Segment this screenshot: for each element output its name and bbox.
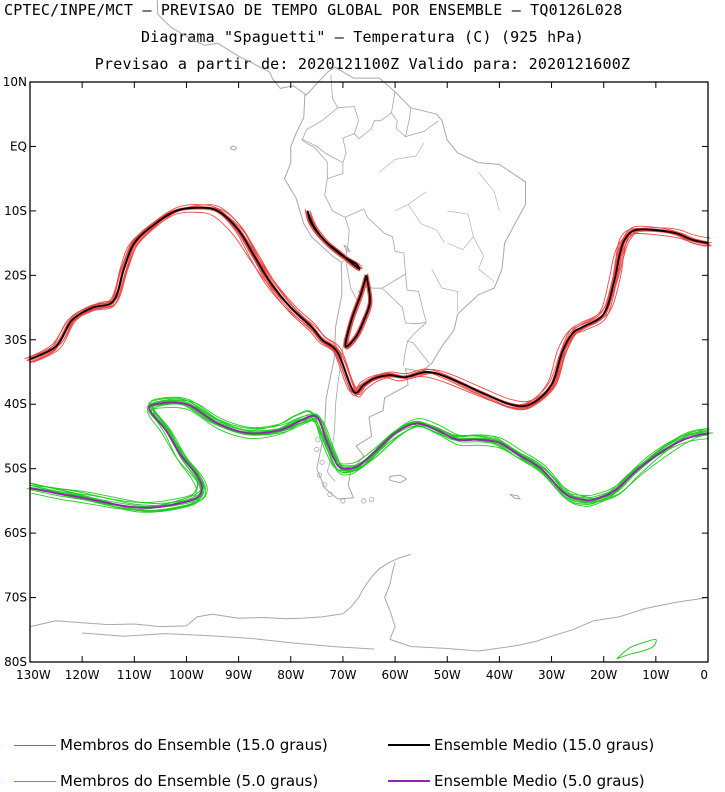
x-tick-label: 20W <box>590 668 617 682</box>
y-tick-label: 10S <box>4 204 27 218</box>
legend-item-mean-5: Ensemble Medio (5.0 graus) <box>388 772 645 790</box>
x-tick-label: 50W <box>434 668 461 682</box>
island-outline <box>314 446 320 452</box>
x-tick-label: 30W <box>538 668 565 682</box>
members-5-layer <box>26 396 713 660</box>
island-outline <box>316 472 323 478</box>
country-border <box>301 138 350 260</box>
island-outline <box>319 459 325 465</box>
ensemble-mean-15-andes-line <box>344 275 371 348</box>
island-outline <box>340 498 346 504</box>
state-border <box>379 143 425 173</box>
weddell-sea-coast-outline <box>384 561 709 652</box>
y-tick-label: 50S <box>4 462 27 476</box>
coastline-layer <box>29 0 709 652</box>
ensemble-mean-5-line <box>29 401 709 509</box>
lake-titicaca-outline <box>343 244 351 252</box>
x-tick-label: 70W <box>329 668 356 682</box>
chart-title-line-3: Previsao a partir de: 2020121100Z Valido… <box>94 55 631 73</box>
member-5-line <box>29 397 707 512</box>
ensemble-means-layer <box>29 206 709 509</box>
y-tick-label: 80S <box>4 655 27 669</box>
chart-title-line-2: Diagrama "Spaguetti" – Temperatura (C) (… <box>140 28 585 46</box>
y-tick-label: 10N <box>3 75 27 89</box>
legend: Membros do Ensemble (15.0 graus) Ensembl… <box>0 728 725 792</box>
member-15-andes-line <box>305 211 359 270</box>
falkland-islands-outline <box>389 474 408 484</box>
legend-item-mean-15: Ensemble Medio (15.0 graus) <box>388 736 654 754</box>
country-border <box>405 107 412 137</box>
legend-label-mean-5: Ensemble Medio (5.0 graus) <box>434 772 645 790</box>
legend-label-mean-15: Ensemble Medio (15.0 graus) <box>434 736 655 754</box>
island-outline <box>361 498 367 504</box>
spaghetti-chart: 130W 120W 110W 100W 90W 80W 70W 60W 50W 40W 30W 20W… <box>3 0 713 682</box>
legend-label-members-5: Membros do Ensemble (5.0 graus) <box>60 772 319 790</box>
x-tick-label: 10W <box>642 668 669 682</box>
member-15-andes-line <box>309 210 363 270</box>
x-tick-label: 100W <box>169 668 204 682</box>
plot-area <box>30 82 708 662</box>
country-border <box>344 208 406 293</box>
legend-item-members-5: Membros do Ensemble (5.0 graus) <box>14 772 318 790</box>
legend-swatch-members-5 <box>14 780 56 782</box>
y-tick-label: 60S <box>4 526 27 540</box>
x-tick-label: 40W <box>486 668 513 682</box>
y-tick-label: 30S <box>4 333 27 347</box>
y-tick-label: 70S <box>4 591 27 605</box>
south-georgia-outline <box>509 493 521 500</box>
state-border <box>473 236 495 283</box>
legend-swatch-mean-15 <box>388 744 430 746</box>
member-5-line <box>32 399 706 513</box>
island-outline <box>322 482 328 488</box>
x-tick-label: 90W <box>225 668 252 682</box>
x-tick-label: 110W <box>117 668 152 682</box>
x-tick-label: 0 <box>700 668 708 682</box>
central-america-outline <box>156 0 307 96</box>
state-border <box>407 204 445 244</box>
legend-label-members-15: Membros do Ensemble (15.0 graus) <box>60 736 328 754</box>
state-border <box>431 268 458 311</box>
x-tick-label: 80W <box>277 668 304 682</box>
state-border <box>478 172 500 211</box>
legend-swatch-mean-5 <box>388 780 430 782</box>
x-tick-label: 60W <box>382 668 409 682</box>
island-outline <box>368 496 375 503</box>
legend-item-members-15: Membros do Ensemble (15.0 graus) <box>14 736 328 754</box>
country-border <box>301 74 339 179</box>
country-border <box>337 91 396 140</box>
member-5-antarctic-line <box>616 638 657 660</box>
island-outline <box>315 437 321 443</box>
y-tick-label: 40S <box>4 397 27 411</box>
member-15-andes-line <box>307 212 361 272</box>
plot-frame <box>29 81 709 663</box>
ensemble-mean-15-andes-line <box>306 210 361 270</box>
x-tick-label: 120W <box>65 668 100 682</box>
state-border <box>394 191 427 212</box>
axis-layer: 130W 120W 110W 100W 90W 80W 70W 60W 50W 40W 30W 20W… <box>3 75 709 682</box>
ensemble-mean-15-line <box>29 206 709 408</box>
country-border <box>403 341 408 366</box>
island-outline <box>327 491 333 497</box>
south-america-outline <box>284 66 526 500</box>
galapagos-outline <box>229 145 237 151</box>
country-border <box>381 273 427 325</box>
country-border <box>342 133 355 163</box>
x-tick-label: 130W <box>16 668 51 682</box>
y-tick-label: 20S <box>4 268 27 282</box>
y-tick-label: EQ <box>10 139 27 153</box>
antarctic-ice-shelf-outline <box>82 632 375 650</box>
antarctic-peninsula-outline <box>29 553 411 628</box>
legend-swatch-members-15 <box>14 744 56 746</box>
